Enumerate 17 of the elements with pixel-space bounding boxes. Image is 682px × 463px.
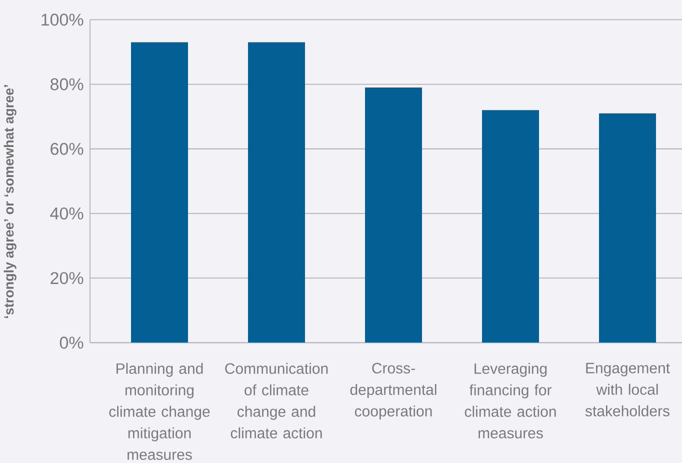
x-tick-label: Planning and monitoring climate change mitigation measures — [109, 362, 210, 460]
bar — [482, 110, 540, 343]
y-tick-label: 40% — [50, 207, 84, 220]
y-axis-title: ‘strongly agree’ or ‘somewhat agree’ — [4, 85, 16, 318]
x-tick-label: Cross-departmental cooperation — [350, 362, 436, 420]
bar — [365, 88, 422, 343]
y-tick-label: 80% — [50, 78, 84, 90]
y-tick-label: 100% — [42, 14, 84, 26]
bar — [248, 42, 306, 343]
y-tick-label: 60% — [50, 142, 84, 155]
y-tick-label: 20% — [50, 272, 84, 284]
bar — [599, 113, 656, 343]
x-tick-label: Communication of climate change and climate action — [225, 362, 328, 438]
y-tick-label: 0% — [60, 336, 84, 349]
x-tick-label: Leveraging financing for climate action measures — [464, 362, 556, 438]
x-tick-label: Engagement with local stakeholders — [585, 362, 670, 416]
bar — [131, 42, 188, 343]
